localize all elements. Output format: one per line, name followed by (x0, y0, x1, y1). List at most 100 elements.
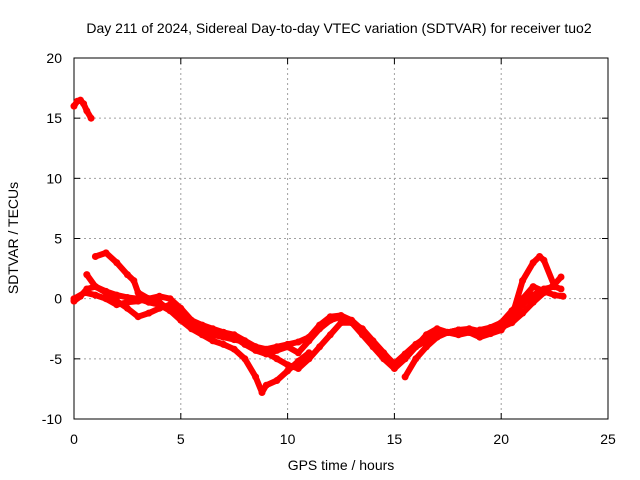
x-tick-label: 10 (280, 431, 296, 447)
data-point (91, 283, 99, 291)
data-point (134, 297, 142, 305)
data-point (390, 360, 398, 368)
x-tick-label: 5 (177, 431, 185, 447)
data-point (198, 321, 206, 329)
data-point (273, 377, 281, 384)
data-point (444, 328, 452, 336)
data-point (80, 100, 88, 108)
y-tick-label: 15 (46, 110, 62, 126)
data-point (380, 350, 388, 358)
y-tick-label: 20 (46, 50, 62, 66)
data-point (273, 355, 281, 363)
data-point (81, 289, 89, 297)
data-point (113, 301, 121, 309)
data-point (91, 291, 99, 299)
data-point (284, 340, 292, 348)
data-point (557, 273, 565, 281)
chart-title: Day 211 of 2024, Sidereal Day-to-day VTE… (86, 20, 591, 36)
data-point (476, 327, 484, 335)
data-point (559, 292, 567, 300)
data-point (294, 349, 302, 357)
y-tick-label: 0 (54, 291, 62, 307)
data-point (326, 313, 334, 321)
data-point (529, 283, 537, 291)
data-point (529, 298, 537, 306)
data-point (508, 319, 516, 327)
data-point (102, 249, 110, 257)
data-point (209, 325, 217, 333)
data-point (241, 355, 249, 363)
data-point (83, 107, 91, 115)
data-point (123, 304, 131, 312)
data-point (198, 331, 206, 339)
x-tick-label: 0 (70, 431, 78, 447)
data-point (230, 345, 238, 353)
y-tick-label: 5 (54, 231, 62, 247)
data-point (230, 331, 238, 339)
data-point (294, 338, 302, 346)
data-point (220, 328, 227, 336)
data-point (455, 326, 462, 334)
data-point (326, 331, 334, 339)
x-tick-label: 15 (387, 431, 403, 447)
data-point (145, 295, 153, 303)
data-point (177, 316, 185, 324)
data-point (465, 325, 473, 333)
data-point (123, 298, 131, 306)
data-point (497, 324, 505, 331)
data-point (305, 349, 313, 357)
x-tick-label: 25 (600, 431, 616, 447)
data-point (102, 295, 110, 303)
data-point (188, 325, 195, 333)
data-point (166, 295, 174, 303)
data-point (83, 271, 91, 279)
data-point (557, 285, 565, 293)
data-point (209, 337, 217, 345)
data-point (412, 355, 420, 363)
data-point (188, 316, 195, 324)
data-point (422, 333, 430, 341)
data-point (401, 350, 409, 358)
data-point (155, 292, 163, 300)
data-point (113, 259, 121, 267)
y-tick-label: -5 (50, 351, 63, 367)
data-point (258, 389, 266, 396)
y-tick-label: 10 (46, 170, 62, 186)
data-point (337, 312, 345, 319)
data-point (155, 298, 163, 306)
data-point (316, 343, 324, 351)
data-point (273, 343, 281, 351)
data-point (70, 295, 78, 303)
data-point (252, 343, 260, 351)
data-point (369, 338, 377, 346)
data-point (294, 357, 302, 365)
data-point (529, 259, 537, 267)
data-point (540, 256, 548, 264)
data-point (130, 277, 138, 285)
data-point (305, 333, 313, 341)
data-point (337, 319, 345, 327)
data-point (166, 307, 174, 315)
data-point (540, 289, 548, 297)
data-point (262, 381, 270, 389)
x-tick-label: 20 (493, 431, 509, 447)
series-layer (70, 96, 567, 396)
data-point (348, 316, 356, 324)
data-point (123, 271, 131, 279)
data-point (422, 343, 430, 351)
axis-ticks: 0 5 10 15 20 25 -10 -5 0 5 10 15 20 (42, 50, 616, 447)
data-point (262, 345, 270, 353)
y-axis-label: SDTVAR / TECUs (5, 182, 21, 294)
data-point (476, 333, 484, 341)
y-tick-label: -10 (42, 411, 62, 427)
data-point (519, 309, 527, 317)
data-point (91, 253, 99, 260)
data-point (551, 280, 559, 288)
data-point (551, 291, 559, 299)
series-track-f (402, 274, 564, 380)
data-point (241, 337, 249, 345)
data-point (433, 333, 441, 341)
x-axis-label: GPS time / hours (288, 457, 395, 473)
data-point (252, 373, 260, 381)
data-point (412, 340, 420, 348)
